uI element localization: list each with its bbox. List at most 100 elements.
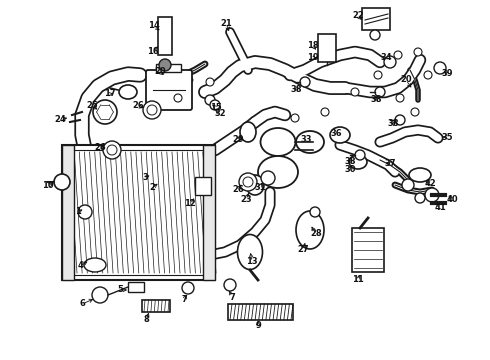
Bar xyxy=(362,8,390,30)
Text: 14: 14 xyxy=(148,22,160,31)
Circle shape xyxy=(224,279,236,291)
Circle shape xyxy=(374,71,382,79)
Text: 23: 23 xyxy=(240,195,252,204)
Circle shape xyxy=(434,62,446,74)
Circle shape xyxy=(107,145,117,155)
Text: 26: 26 xyxy=(94,143,106,152)
Ellipse shape xyxy=(84,258,106,272)
Circle shape xyxy=(394,51,402,59)
Text: 13: 13 xyxy=(246,257,258,266)
Circle shape xyxy=(159,59,171,71)
Circle shape xyxy=(103,141,121,159)
Text: 22: 22 xyxy=(352,12,364,21)
Ellipse shape xyxy=(246,175,264,195)
Bar xyxy=(195,177,211,195)
Text: 21: 21 xyxy=(220,18,232,27)
Ellipse shape xyxy=(296,211,324,249)
Text: 40: 40 xyxy=(446,195,458,204)
Text: 1: 1 xyxy=(75,207,81,216)
Circle shape xyxy=(375,87,385,97)
Circle shape xyxy=(206,78,214,86)
Text: 20: 20 xyxy=(154,68,166,77)
Text: 38: 38 xyxy=(370,95,382,104)
Text: 15: 15 xyxy=(210,104,222,112)
Circle shape xyxy=(182,282,194,294)
Text: 12: 12 xyxy=(184,199,196,208)
Circle shape xyxy=(370,30,380,40)
Circle shape xyxy=(243,177,253,187)
Text: 28: 28 xyxy=(310,230,322,238)
Text: 27: 27 xyxy=(297,246,309,255)
Text: 7: 7 xyxy=(229,292,235,302)
Text: 7: 7 xyxy=(181,296,187,305)
Text: 18: 18 xyxy=(307,41,319,50)
Text: 26: 26 xyxy=(132,102,144,111)
Circle shape xyxy=(395,115,405,125)
Circle shape xyxy=(424,71,432,79)
Text: 8: 8 xyxy=(143,315,149,324)
Text: 38: 38 xyxy=(290,85,302,94)
Circle shape xyxy=(261,171,275,185)
Text: 42: 42 xyxy=(424,180,436,189)
Text: 11: 11 xyxy=(352,275,364,284)
Ellipse shape xyxy=(261,128,295,156)
Text: 20: 20 xyxy=(400,76,412,85)
Circle shape xyxy=(355,150,365,160)
Text: 9: 9 xyxy=(255,321,261,330)
Text: 41: 41 xyxy=(434,202,446,211)
Bar xyxy=(62,145,215,280)
Text: 38: 38 xyxy=(344,158,356,166)
Circle shape xyxy=(414,48,422,56)
Text: 31: 31 xyxy=(254,183,266,192)
Text: 10: 10 xyxy=(42,181,54,190)
Circle shape xyxy=(321,108,329,116)
Text: 4: 4 xyxy=(77,261,83,270)
Circle shape xyxy=(78,205,92,219)
Ellipse shape xyxy=(296,131,324,153)
Circle shape xyxy=(54,174,70,190)
Circle shape xyxy=(92,287,108,303)
Text: 35: 35 xyxy=(441,132,453,141)
Ellipse shape xyxy=(330,127,350,143)
Bar xyxy=(318,34,336,62)
Text: 33: 33 xyxy=(300,135,312,144)
Bar xyxy=(128,282,144,292)
Circle shape xyxy=(411,108,419,116)
Bar xyxy=(203,145,215,280)
Text: 5: 5 xyxy=(117,285,123,294)
Bar xyxy=(158,17,172,55)
Text: 3: 3 xyxy=(142,174,148,183)
Circle shape xyxy=(147,105,157,115)
Bar xyxy=(228,304,293,320)
Circle shape xyxy=(205,95,215,105)
Circle shape xyxy=(291,114,299,122)
Ellipse shape xyxy=(349,155,367,169)
Bar xyxy=(62,145,74,280)
Circle shape xyxy=(174,94,182,102)
FancyBboxPatch shape xyxy=(146,70,192,110)
Circle shape xyxy=(210,100,220,110)
Text: 34: 34 xyxy=(380,54,392,63)
Ellipse shape xyxy=(258,156,298,188)
Text: 19: 19 xyxy=(307,54,319,63)
Text: 37: 37 xyxy=(384,159,396,168)
Text: 2: 2 xyxy=(149,184,155,193)
Ellipse shape xyxy=(409,168,431,182)
Circle shape xyxy=(300,77,310,87)
Circle shape xyxy=(415,193,425,203)
Circle shape xyxy=(143,101,161,119)
Bar xyxy=(67,150,210,275)
Circle shape xyxy=(93,100,117,124)
Text: 38: 38 xyxy=(387,120,399,129)
Text: 25: 25 xyxy=(86,102,98,111)
Circle shape xyxy=(310,207,320,217)
Text: 16: 16 xyxy=(147,48,159,57)
Bar xyxy=(142,300,170,312)
Text: 17: 17 xyxy=(104,90,116,99)
Bar xyxy=(156,64,181,72)
Ellipse shape xyxy=(240,122,256,142)
Text: 30: 30 xyxy=(344,166,356,175)
Text: 6: 6 xyxy=(79,300,85,309)
Text: 36: 36 xyxy=(330,130,342,139)
Circle shape xyxy=(396,94,404,102)
